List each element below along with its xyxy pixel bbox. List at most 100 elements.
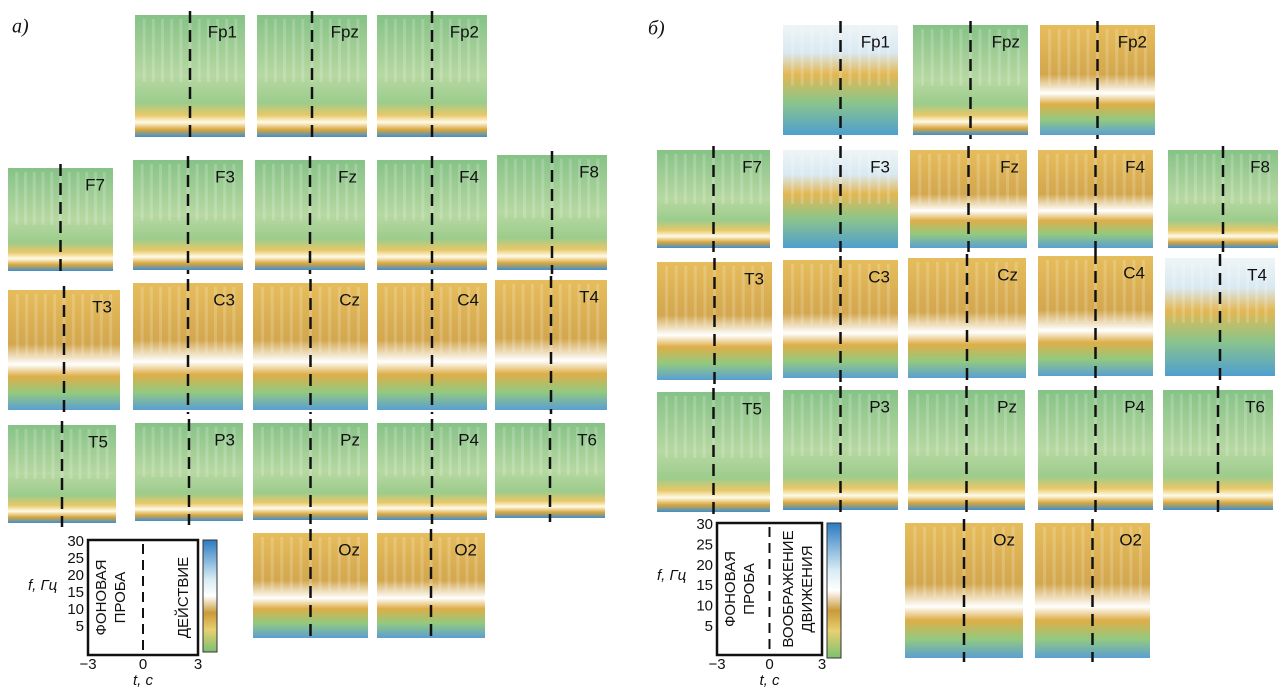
electrode-label: Cz [339,290,360,309]
electrode-label: Fz [338,167,357,186]
electrode-label: T4 [1247,265,1267,284]
spectrogram-tile: C3 [133,279,243,414]
electrode-label: O2 [1119,530,1142,549]
electrode-label: O2 [454,540,477,559]
spectrogram-tile: O2 [1035,519,1150,662]
electrode-label: Fp2 [1118,32,1147,51]
spectrogram-tile: C3 [783,256,898,382]
electrode-label: T3 [92,297,112,316]
spectrogram-tile: T3 [657,258,772,384]
electrode-label: T6 [1245,397,1265,416]
spectrogram-tile: F3 [783,146,898,252]
y-tick-label: 5 [705,618,713,635]
electrode-label: F7 [742,157,762,176]
electrode-label: F4 [459,167,479,186]
spectrogram-tile: Cz [253,279,368,414]
x-tick-label: 0 [139,656,147,673]
y-tick-label: 15 [67,584,84,601]
y-tick-label: 20 [67,567,84,584]
electrode-label: P3 [869,397,890,416]
spectrogram-tile: Fpz [913,21,1028,139]
electrode-label: C4 [1123,263,1145,282]
x-axis-label: t, c [133,672,154,689]
x-tick-label: −3 [708,656,725,673]
spectrogram-tile: F7 [8,164,113,275]
electrode-label: C4 [457,290,479,309]
spectrogram-tile: F8 [497,151,607,274]
legend-note: ВООБРАЖЕНИЕ [780,530,797,647]
legend-note: ФОНОВАЯ [722,551,739,627]
spectrogram-tile: Oz [253,529,368,642]
electrode-label: Fp2 [450,22,479,41]
spectrogram-tile: F4 [1038,146,1153,252]
x-axis-label: t, c [759,672,780,689]
electrode-label: Fpz [992,32,1020,51]
legend-note: ПРОБА [741,563,758,615]
colorbar [202,539,218,653]
electrode-label: F3 [870,157,890,176]
electrode-label: Oz [338,540,360,559]
y-tick-label: 15 [696,577,713,594]
legend-note: ДЕЙСТВИЕ [174,557,192,638]
spectrogram-tile: Pz [253,419,368,524]
spectrogram-tile: F8 [1168,146,1278,252]
spectrogram-tile: C4 [377,279,487,414]
spectrogram-tile: F3 [133,156,243,274]
electrode-label: F4 [1125,157,1145,176]
legend-note: ПРОБА [112,572,129,624]
panel-label: а) [12,16,29,38]
spectrogram-tile: P3 [783,386,898,514]
x-tick-label: 0 [765,656,773,673]
spectrogram-tile: T3 [8,286,120,414]
y-axis-label: f, Гц [657,567,687,584]
spectrogram-tile: Pz [908,386,1025,514]
electrode-label: T5 [88,432,108,451]
spectrogram-tile: T6 [495,419,605,522]
electrode-label: F7 [85,175,105,194]
electrode-label: Fz [1000,157,1019,176]
electrode-label: F8 [1250,157,1270,176]
legend-note: ДВИЖЕНИЯ [799,545,816,632]
electrode-label: Pz [340,430,360,449]
electrode-label: F3 [215,167,235,186]
spectrogram-tile: Fp2 [1040,21,1155,139]
spectrogram-tile: Fz [255,156,365,274]
y-tick-label: 25 [67,550,84,567]
spectrogram-tile: T6 [1163,386,1273,514]
electrode-label: F8 [579,162,599,181]
electrode-label: Oz [993,530,1015,549]
electrode-label: T6 [577,430,597,449]
electrode-label: Fpz [331,22,359,41]
spectrogram-tile: Oz [905,519,1023,662]
colorbar [826,522,842,659]
electrode-label: P3 [214,430,235,449]
spectrogram-tile: P4 [377,419,487,524]
electrode-label: Cz [997,265,1018,284]
spectrogram-tile: T5 [8,421,116,527]
electrode-label: Fp1 [208,22,237,41]
y-tick-label: 30 [696,516,713,533]
y-tick-label: 10 [696,598,713,615]
y-tick-label: 30 [67,533,84,550]
x-tick-label: 3 [818,656,826,673]
spectrogram-tile: T4 [1165,254,1275,380]
spectrogram-tile: Fp1 [135,11,245,141]
spectrogram-tile: Fp2 [377,11,487,141]
y-axis-label: f, Гц [28,577,58,594]
panel-label: б) [648,18,665,40]
electrode-label: P4 [458,430,479,449]
electrode-label: Fp1 [861,32,890,51]
x-tick-label: 3 [194,656,202,673]
legend-note: ФОНОВАЯ [93,560,110,636]
spectrogram-tile: Fp1 [783,21,898,139]
spectrogram-tile: P4 [1038,386,1153,514]
spectrogram-tile: T5 [657,388,770,516]
y-tick-label: 5 [76,618,84,635]
x-tick-label: −3 [79,656,96,673]
electrode-label: C3 [213,290,235,309]
electrode-label: Pz [997,397,1017,416]
y-tick-label: 20 [696,557,713,574]
spectrogram-tile: Cz [908,254,1026,382]
